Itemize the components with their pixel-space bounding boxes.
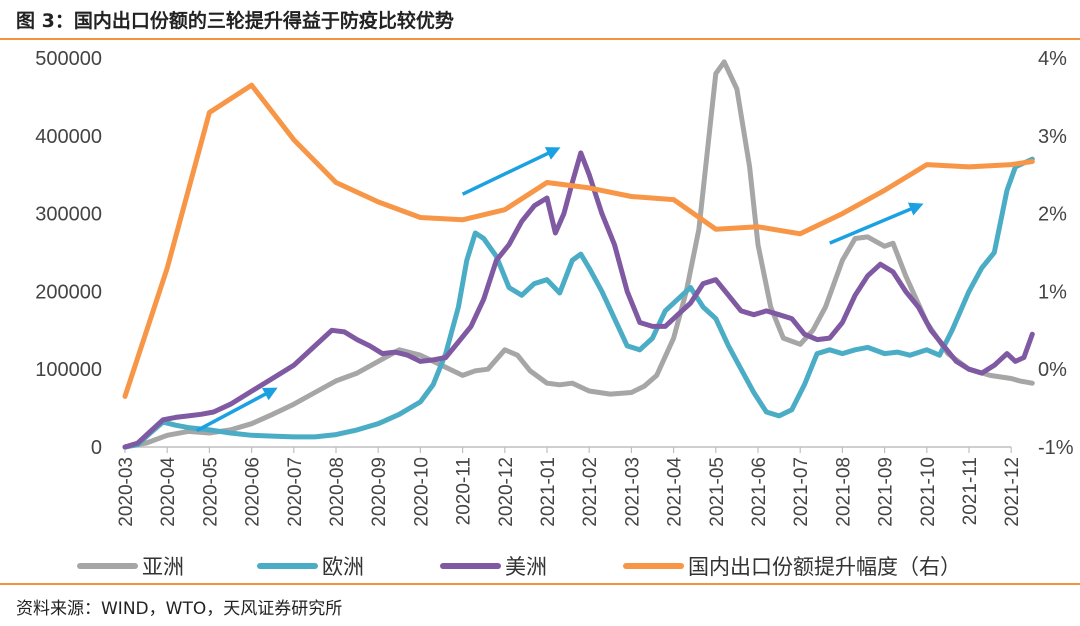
right-axis-tick-label: 0% xyxy=(1038,359,1067,381)
right-axis-tick-label: 1% xyxy=(1038,281,1067,303)
annotation-layer xyxy=(195,147,924,433)
left-axis-tick-label: 300000 xyxy=(35,204,102,226)
x-tick-label: 2021-10 xyxy=(918,457,939,527)
trend-arrow xyxy=(195,387,278,433)
x-tick-label: 2021-01 xyxy=(538,457,559,527)
right-axis-tick-label: 4% xyxy=(1038,48,1067,70)
legend-label-asia: 亚洲 xyxy=(142,555,184,579)
x-tick-label: 2021-06 xyxy=(749,457,770,527)
x-tick-label: 2021-05 xyxy=(707,457,728,527)
right-axis-tick-label: 3% xyxy=(1038,126,1067,148)
trend-arrow xyxy=(461,147,561,196)
x-tick-label: 2021-11 xyxy=(960,457,981,525)
x-tick-label: 2020-03 xyxy=(116,457,137,527)
x-tick-label: 2021-12 xyxy=(1002,457,1023,527)
x-tick-label: 2020-04 xyxy=(158,457,179,527)
legend-label-americas: 美洲 xyxy=(505,555,547,579)
x-tick-label: 2021-08 xyxy=(833,457,854,527)
x-tick-label: 2020-08 xyxy=(327,457,348,527)
series-line-europe xyxy=(122,156,1035,450)
x-tick-label: 2021-02 xyxy=(580,457,601,527)
left-axis-tick-label: 100000 xyxy=(35,359,102,381)
series-line-americas xyxy=(122,150,1035,450)
left-axis-tick-label: 200000 xyxy=(35,281,102,303)
x-tick-label: 2020-06 xyxy=(243,457,264,527)
series-line-china_share xyxy=(122,82,1035,399)
x-tick-label: 2020-11 xyxy=(454,457,475,525)
trend-arrow xyxy=(829,202,924,245)
series-line-asia xyxy=(122,59,1035,450)
legend-label-europe: 欧洲 xyxy=(322,555,364,579)
x-tick-label: 2021-03 xyxy=(622,457,643,527)
source-note: 资料来源：WIND，WTO，天风证券研究所 xyxy=(16,599,343,619)
right-axis-tick-label: 2% xyxy=(1038,204,1067,226)
figure-title: 图 3：国内出口份额的三轮提升得益于防疫比较优势 xyxy=(16,10,454,32)
legend-label-china_share: 国内出口份额提升幅度（右） xyxy=(688,555,961,579)
x-tick-label: 2020-09 xyxy=(369,457,390,527)
x-tick-label: 2020-05 xyxy=(200,457,221,527)
left-axis-tick-label: 400000 xyxy=(35,126,102,148)
x-tick-label: 2021-04 xyxy=(665,457,686,527)
x-tick-label: 2021-07 xyxy=(791,457,812,527)
axes-layer: 0 100000 200000 300000 400000 500000 -1% 0% 1% 2%… xyxy=(35,48,1074,527)
series-layer xyxy=(122,59,1035,450)
legend: 亚洲 欧洲 美洲 国内出口份额提升幅度（右） xyxy=(77,555,961,579)
source-rule xyxy=(0,583,1080,585)
x-tick-label: 2020-07 xyxy=(285,457,306,527)
right-axis-tick-label: -1% xyxy=(1038,437,1074,459)
title-rule xyxy=(0,38,1080,40)
left-axis-tick-label: 500000 xyxy=(35,48,102,70)
x-tick-label: 2020-12 xyxy=(496,457,517,527)
x-tick-label: 2020-10 xyxy=(411,457,432,527)
left-axis-tick-label: 0 xyxy=(91,437,102,459)
x-tick-label: 2021-09 xyxy=(876,457,897,527)
